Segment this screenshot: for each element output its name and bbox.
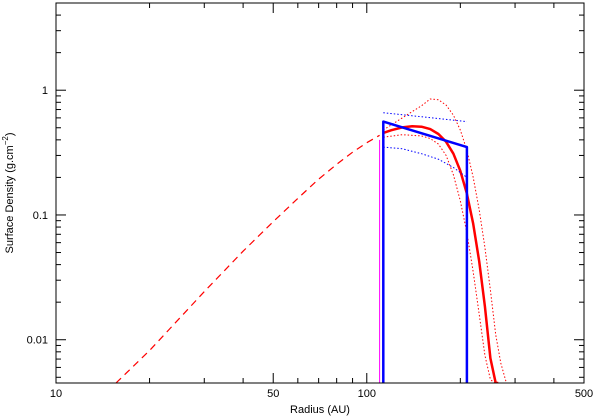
plot-frame (55, 2, 585, 384)
series-line-7 (383, 146, 468, 178)
series-line-1 (115, 134, 380, 383)
x-axis-label: Radius (AU) (290, 404, 350, 416)
series-line-4 (383, 134, 496, 383)
x-tick-label: 10 (50, 388, 62, 400)
series-layer (115, 98, 508, 383)
x-tick-label: 100 (358, 388, 376, 400)
y-axis-label-close: ) (4, 133, 16, 137)
series-line-3 (383, 98, 508, 383)
y-tick-label: 0.01 (27, 335, 48, 347)
x-tick-label: 500 (575, 388, 593, 400)
y-tick-label: 1 (42, 85, 48, 97)
y-axis-label-main: Surface Density (g.cm (4, 145, 16, 253)
tick-layer: 10 50 100 500 0.01 0.1 1 (27, 2, 593, 400)
y-axis-label-exponent: −2 (1, 136, 10, 146)
series-line-5 (382, 120, 469, 383)
y-tick-label: 0.1 (33, 210, 48, 222)
series-line-2 (382, 125, 499, 383)
y-axis-label: Surface Density (g.cm−2) (1, 133, 16, 254)
series-line-6 (383, 112, 467, 123)
x-tick-label: 50 (267, 388, 279, 400)
